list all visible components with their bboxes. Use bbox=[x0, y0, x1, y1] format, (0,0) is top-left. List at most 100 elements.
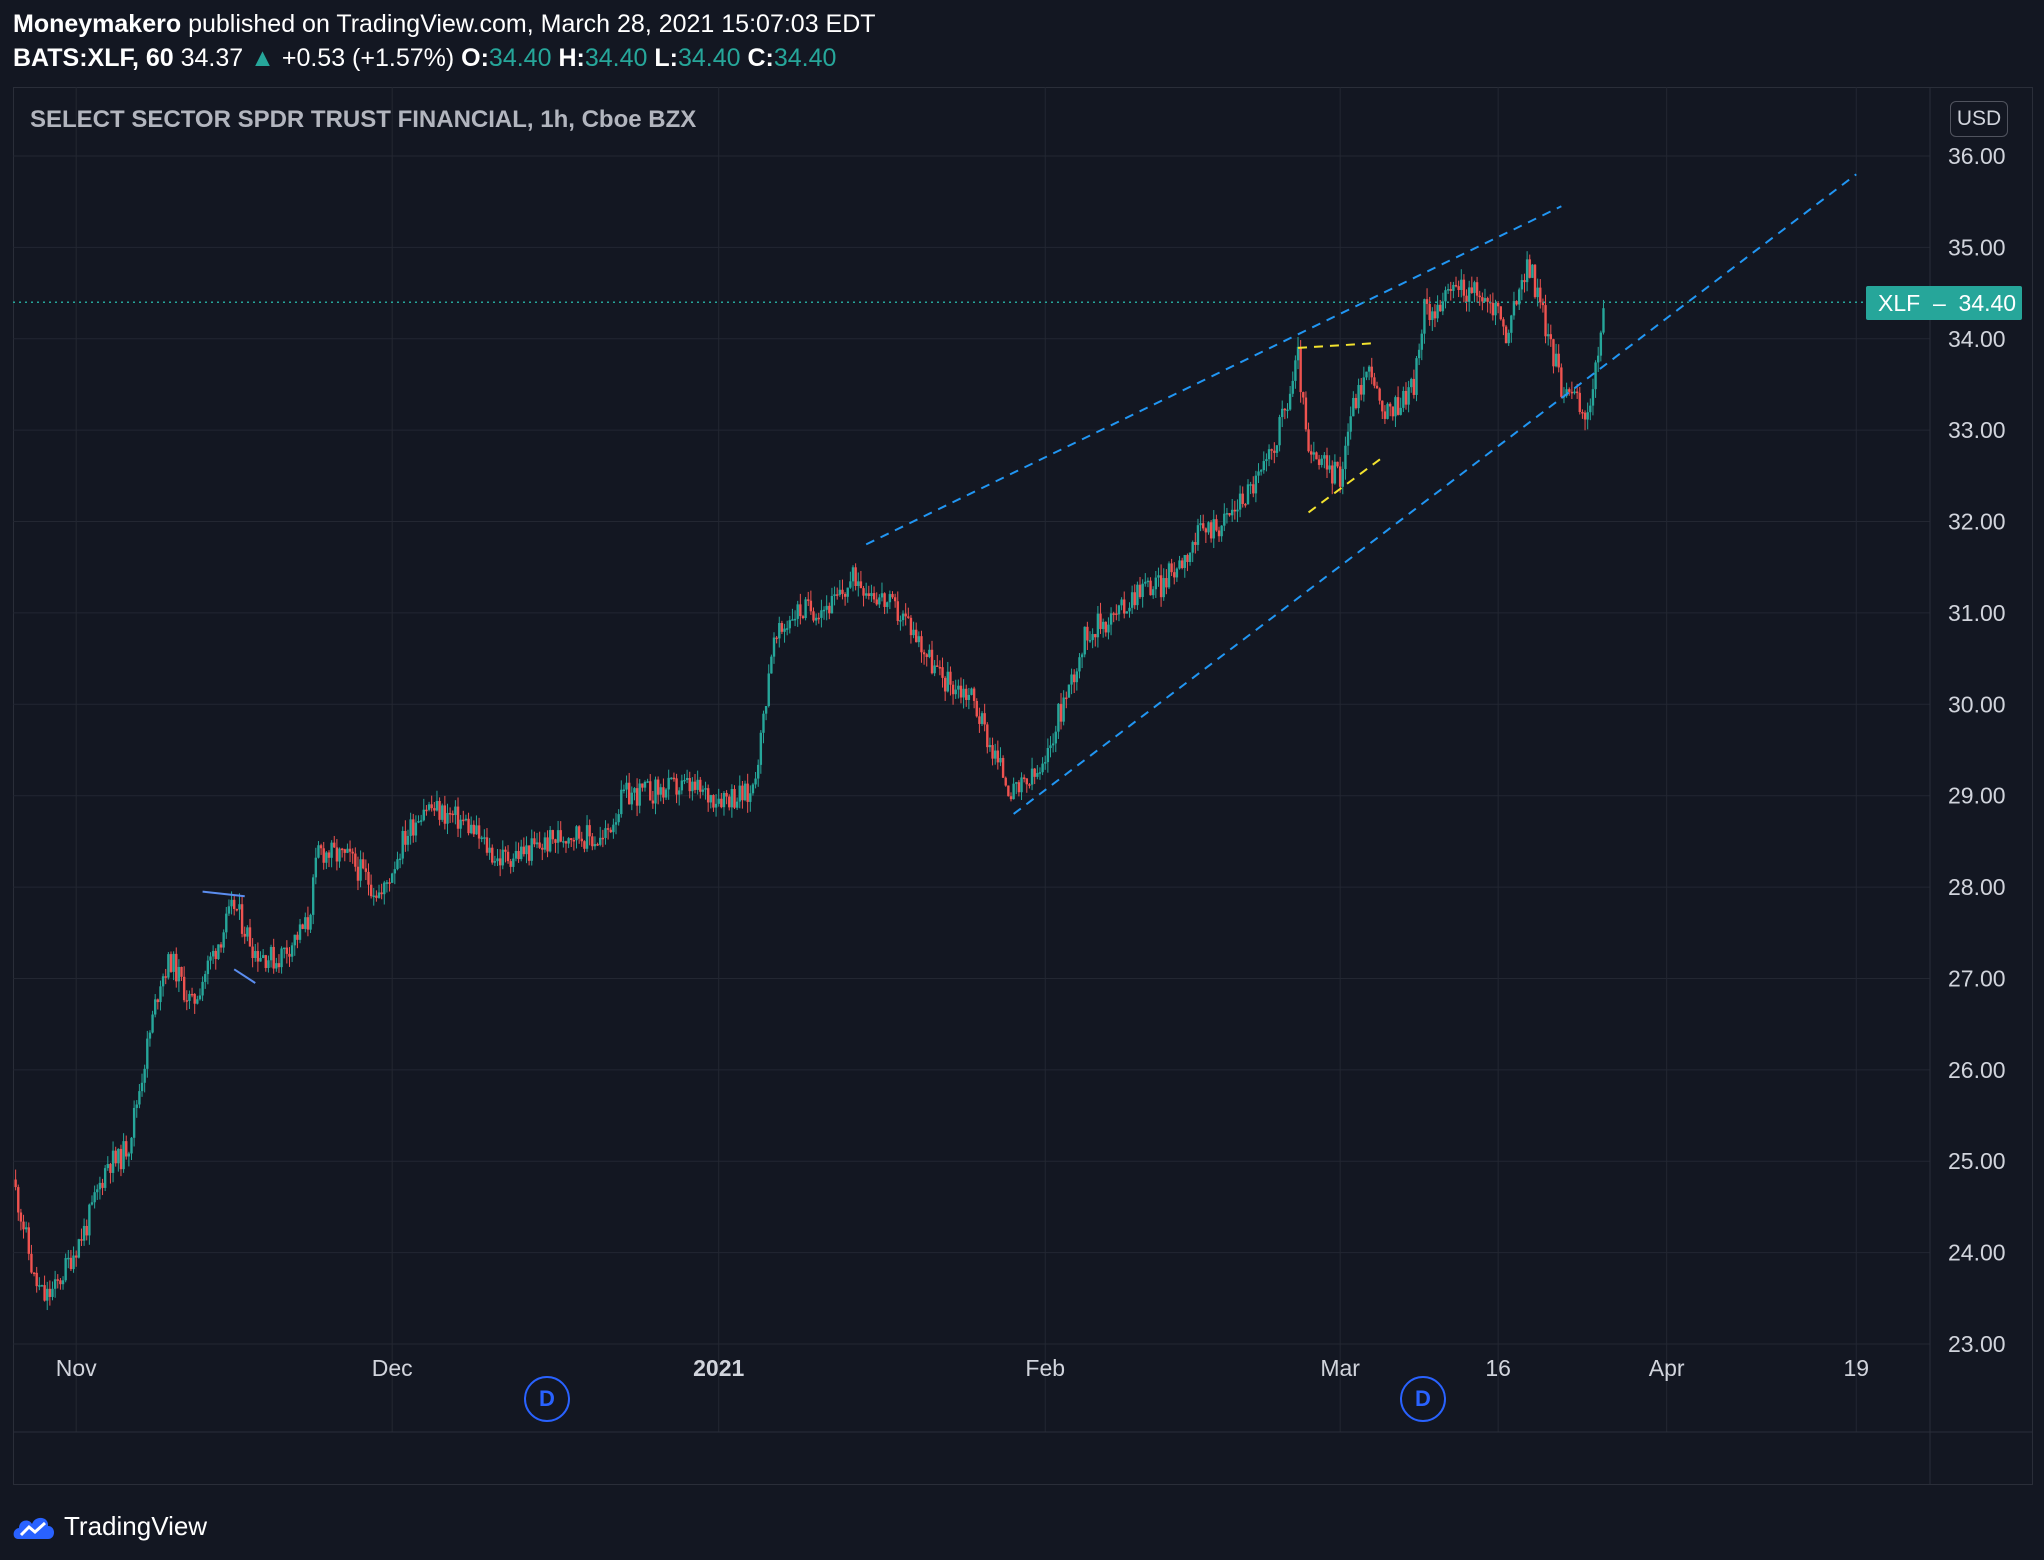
candle-body bbox=[259, 957, 262, 962]
candle-body bbox=[1136, 584, 1139, 606]
candle-body bbox=[88, 1204, 91, 1236]
candle-body bbox=[551, 830, 555, 840]
candle-body bbox=[441, 805, 444, 820]
candle-body bbox=[462, 819, 465, 822]
price-chart[interactable]: 23.00 24.00 25.00 26.00 27.00 28.00 29.00 30.00… bbox=[13, 87, 2033, 1485]
candle-body bbox=[56, 1279, 59, 1281]
candle-body bbox=[172, 953, 175, 972]
candle-body bbox=[1009, 796, 1013, 800]
candle-body bbox=[80, 1239, 83, 1241]
candle-body bbox=[1496, 302, 1500, 307]
y-axis-tick-label: 29.00 bbox=[1948, 783, 2006, 809]
candle-body bbox=[240, 904, 244, 934]
candle-body bbox=[1436, 304, 1439, 319]
candle-body bbox=[1446, 289, 1450, 291]
candle-body bbox=[725, 792, 728, 797]
author-name[interactable]: Moneymakero bbox=[13, 10, 182, 38]
candle-body bbox=[1254, 475, 1258, 494]
candle-body bbox=[180, 966, 183, 977]
wedge-bottom-line bbox=[233, 968, 256, 984]
candle-body bbox=[922, 652, 926, 655]
candle-body bbox=[459, 819, 462, 829]
candle-body bbox=[780, 623, 784, 632]
currency-button[interactable]: USD bbox=[1950, 101, 2008, 137]
tradingview-logo[interactable]: TradingView bbox=[12, 1509, 207, 1543]
candle-body bbox=[98, 1182, 102, 1190]
candle-body bbox=[314, 857, 318, 878]
candle-body bbox=[464, 818, 468, 821]
candle-body bbox=[543, 837, 547, 850]
candle-body bbox=[1336, 461, 1339, 467]
candle-body bbox=[1199, 523, 1202, 526]
candle-body bbox=[1130, 592, 1134, 608]
candle-body bbox=[822, 609, 826, 612]
candle-body bbox=[559, 830, 562, 842]
candle-body bbox=[422, 809, 425, 821]
candle-body bbox=[290, 945, 294, 957]
candle-body bbox=[1467, 287, 1471, 302]
candle-body bbox=[1304, 397, 1308, 430]
candle-body bbox=[1072, 674, 1076, 683]
symbol-label[interactable]: BATS:XLF, 60 bbox=[13, 44, 174, 72]
candle-body bbox=[1207, 522, 1210, 533]
candle-body bbox=[1241, 493, 1244, 504]
candle-body bbox=[836, 594, 839, 596]
candle-body bbox=[1599, 332, 1603, 356]
candle-body bbox=[527, 845, 531, 861]
candle-body bbox=[706, 788, 710, 803]
candle-body bbox=[1030, 768, 1034, 785]
candle-body bbox=[917, 636, 921, 643]
candle-body bbox=[1478, 295, 1481, 298]
candle-body bbox=[93, 1192, 96, 1203]
candle-body bbox=[664, 789, 668, 798]
candle-body bbox=[1544, 305, 1547, 337]
dividend-marker[interactable]: D bbox=[524, 1376, 570, 1422]
candle-body bbox=[1220, 525, 1223, 537]
candle-body bbox=[1594, 362, 1597, 390]
candle-body bbox=[1352, 397, 1355, 417]
y-axis-tick-label: 30.00 bbox=[1948, 691, 2006, 717]
candle-body bbox=[1223, 513, 1226, 526]
candle-body bbox=[1133, 592, 1136, 606]
candle-body bbox=[325, 852, 328, 863]
candle-body bbox=[1578, 392, 1581, 413]
chart-pane[interactable] bbox=[13, 87, 2033, 1485]
candle-body bbox=[369, 884, 373, 897]
candle-body bbox=[1204, 528, 1208, 533]
candle-body bbox=[1552, 339, 1555, 367]
candle-body bbox=[227, 906, 231, 914]
candle-body bbox=[554, 839, 557, 843]
candle-body bbox=[206, 960, 210, 975]
candle-body bbox=[393, 869, 397, 874]
candle-body bbox=[30, 1253, 33, 1273]
candle-body bbox=[364, 868, 368, 872]
candle-body bbox=[907, 616, 910, 618]
candle-body bbox=[69, 1257, 73, 1270]
high-label: H: bbox=[558, 44, 585, 72]
candle-body bbox=[1323, 455, 1326, 459]
candle-body bbox=[1294, 360, 1297, 381]
candle-body bbox=[1473, 282, 1476, 293]
candle-body bbox=[1080, 654, 1084, 658]
candle-body bbox=[190, 993, 194, 996]
candle-body bbox=[980, 713, 984, 724]
candle-body bbox=[335, 847, 339, 862]
candle-body bbox=[1360, 385, 1363, 395]
candle-body bbox=[1265, 459, 1268, 462]
dividend-marker[interactable]: D bbox=[1400, 1376, 1446, 1422]
y-axis-tick-label: 36.00 bbox=[1948, 143, 2006, 169]
candle-body bbox=[383, 882, 386, 895]
candle-body bbox=[1307, 429, 1310, 452]
candle-body bbox=[498, 858, 502, 866]
candle-body bbox=[1165, 578, 1168, 588]
candle-body bbox=[1262, 461, 1265, 471]
candle-body bbox=[1441, 301, 1445, 312]
candle-body bbox=[1236, 509, 1239, 512]
candle-body bbox=[591, 836, 594, 847]
candle-body bbox=[1170, 563, 1173, 573]
candle-body bbox=[1067, 684, 1071, 698]
candle-body bbox=[146, 1038, 149, 1069]
candle-body bbox=[1533, 264, 1537, 298]
candle-body bbox=[685, 778, 689, 780]
candle-body bbox=[1051, 743, 1055, 746]
